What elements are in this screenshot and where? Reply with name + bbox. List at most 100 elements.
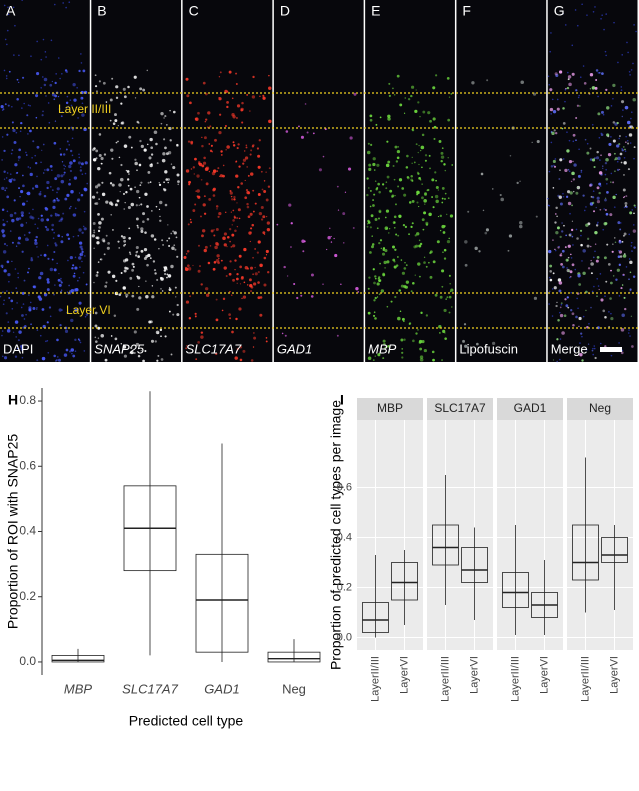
cell-signal [418,275,421,278]
cell-signal [228,313,231,317]
cell-signal [151,295,155,299]
nucleus [580,171,583,173]
cell-signal [149,137,153,142]
cell-signal [443,308,447,313]
cell-signal [229,228,232,231]
nucleus [44,225,47,228]
cell-signal [50,214,53,217]
cell-signal [92,222,96,225]
nucleus [8,280,10,283]
cell-signal [429,251,432,255]
cell-signal [594,243,597,245]
cell-signal [156,278,159,282]
cell-signal [150,163,153,166]
cell-signal [429,167,431,170]
cell-signal [208,143,211,145]
cell-signal [98,80,101,83]
cell-signal [256,251,259,254]
cell-signal [226,246,228,248]
cell-signal [218,175,221,178]
cell-signal [146,143,149,146]
cell-signal [263,180,266,182]
cell-signal [59,153,63,156]
cell-signal [441,285,444,288]
cell-signal [250,359,254,362]
cell-signal [450,92,453,95]
nucleus [3,299,5,302]
nucleus [3,4,6,7]
cell-signal [36,359,39,362]
cell-signal [222,297,226,301]
cell-signal [558,195,562,199]
cell-signal [111,274,116,279]
cell-signal [417,151,419,154]
cell-signal [51,258,54,261]
cell-signal [65,348,69,352]
cell-signal [235,174,239,178]
cell-signal [589,73,594,77]
cell-signal [67,237,71,240]
x-tick-label: LayerVI [608,656,620,694]
nucleus [77,117,79,119]
cell-signal [428,154,431,157]
nucleus [34,154,37,157]
cell-signal [243,247,247,252]
cell-signal [563,224,565,227]
nucleus [632,224,635,226]
cell-signal [16,171,19,174]
cell-signal [102,239,106,243]
cell-signal [380,247,383,250]
cell-signal [560,252,563,255]
cell-signal [322,155,325,158]
cell-signal [253,282,257,286]
cell-signal [123,208,126,210]
cell-signal [375,123,378,126]
cell-signal [263,233,266,236]
cell-signal [563,314,567,318]
cell-signal [417,172,420,175]
nucleus [14,24,16,27]
cell-signal [570,228,574,232]
cell-signal [118,183,122,187]
cell-signal [58,273,60,275]
cell-signal [413,161,416,164]
cell-signal [486,79,489,82]
cell-signal [349,136,353,140]
cell-signal [129,187,133,191]
cell-signal [215,259,220,263]
cell-signal [265,340,268,343]
cell-signal [73,272,76,275]
nucleus [606,182,608,185]
cell-signal [43,194,47,198]
nucleus [51,169,53,172]
cell-signal [210,229,214,233]
nucleus [36,175,38,178]
nucleus [579,342,581,344]
nucleus [556,98,559,101]
cell-signal [516,181,519,185]
cell-signal [150,234,155,238]
cell-signal [156,162,159,165]
cell-signal [2,232,4,234]
cell-signal [250,285,254,289]
cell-signal [197,340,200,344]
cell-signal [225,148,227,151]
cell-signal [38,276,42,280]
cell-signal [222,164,225,167]
cell-signal [205,182,209,186]
cell-signal [605,177,609,181]
cell-signal [118,293,122,297]
cell-signal [373,281,376,285]
cell-signal [14,163,18,167]
cell-signal [226,145,230,149]
cell-signal [619,168,621,171]
cell-signal [566,259,569,261]
cell-signal [570,309,573,312]
cell-signal [265,171,267,173]
cell-signal [257,240,261,244]
cell-signal [109,201,113,205]
cell-signal [94,85,98,88]
cell-signal [433,137,436,140]
cell-signal [176,143,179,147]
cell-signal [18,330,22,334]
